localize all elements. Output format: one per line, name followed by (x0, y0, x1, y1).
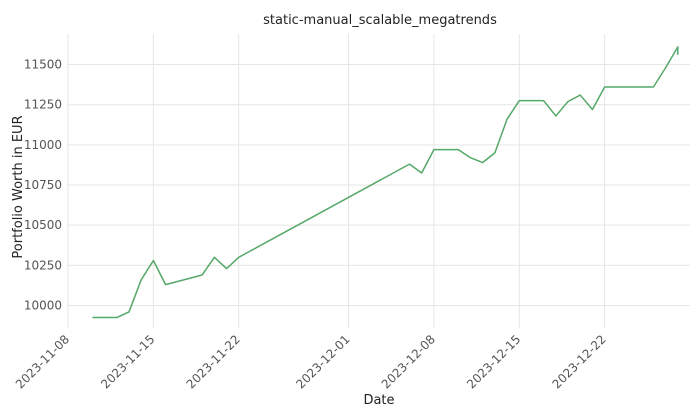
y-tick-label: 11000 (24, 138, 62, 152)
y-tick-label: 10250 (24, 258, 62, 272)
x-tick-label: 2023-12-22 (550, 332, 609, 391)
series-group (92, 46, 679, 319)
x-axis-title: Date (363, 393, 394, 408)
grid (67, 34, 690, 328)
x-tick-label: 2023-12-15 (464, 332, 523, 391)
y-tick-label: 11250 (24, 98, 62, 112)
y-tick-label: 10500 (24, 218, 62, 232)
y-tick-label: 10000 (24, 299, 62, 313)
x-tick-label: 2023-12-08 (379, 332, 438, 391)
x-tick-label: 2023-11-08 (13, 332, 72, 391)
x-axis-ticks: 2023-11-08 2023-11-15 2023-11-22 2023-12-01… (13, 332, 609, 391)
y-tick-label: 10750 (24, 178, 62, 192)
x-tick-label: 2023-11-22 (184, 332, 243, 391)
x-tick-label: 2023-12-01 (293, 332, 352, 391)
y-tick-label: 11500 (24, 58, 62, 72)
x-tick-label: 2023-11-15 (98, 332, 157, 391)
series-line (92, 46, 679, 319)
y-axis-title: Portfolio Worth in EUR (11, 115, 26, 258)
y-axis-ticks: 10000 10250 10500 10750 11000 11250 11500 (24, 58, 62, 313)
chart-title: static-manual_scalable_megatrends (263, 13, 497, 28)
